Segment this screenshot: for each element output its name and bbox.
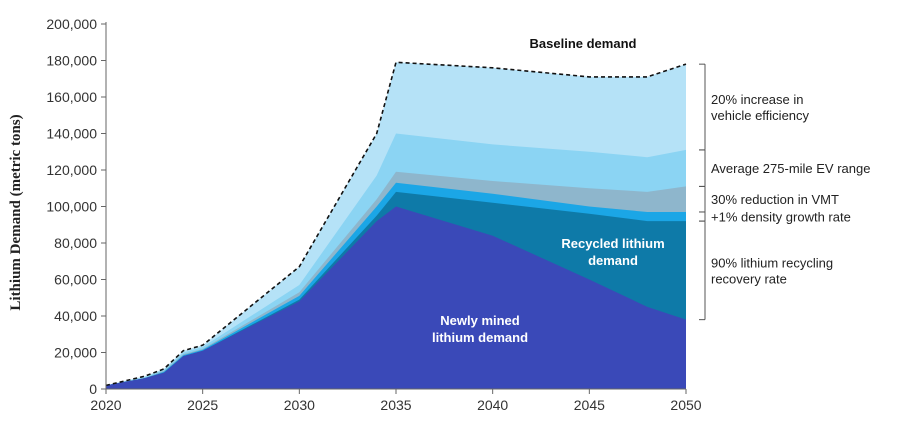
y-tick-label: 200,000 [46, 16, 97, 32]
y-tick-label: 160,000 [46, 89, 97, 105]
y-tick-label: 140,000 [46, 126, 97, 142]
annotation-label: vehicle efficiency [711, 108, 810, 123]
newly-mined-label: Newly mined [440, 313, 520, 328]
y-tick-label: 0 [89, 381, 97, 397]
y-tick-label: 180,000 [46, 53, 97, 69]
x-tick-label: 2050 [670, 397, 701, 413]
annotation-label: +1% density growth rate [711, 210, 851, 225]
inner-labels-group: Newly mined lithium demand Recycled lithiu… [432, 236, 665, 345]
baseline-demand-line [105, 61, 687, 387]
y-tick-label: 120,000 [46, 162, 97, 178]
recycled-lithium-label: demand [588, 253, 638, 268]
y-axis-title: Lithium Demand (metric tons) [8, 114, 24, 310]
y-tick-label: 40,000 [54, 308, 97, 324]
x-tick-label: 2045 [574, 397, 605, 413]
x-tick-label: 2040 [477, 397, 508, 413]
annotation-label: 90% lithium recycling [711, 255, 833, 270]
x-tick-label: 2020 [90, 397, 121, 413]
newly-mined-label: lithium demand [432, 330, 528, 345]
baseline-group: Baseline demand [105, 36, 687, 387]
y-tick-label: 20,000 [54, 345, 97, 361]
baseline-demand-label: Baseline demand [530, 36, 637, 51]
recycled-lithium-label: Recycled lithium [561, 236, 664, 251]
annotation-label: recovery rate [711, 271, 787, 286]
annotation-label: Average 275-mile EV range [711, 161, 870, 176]
annotation-label: 20% increase in [711, 92, 804, 107]
y-tick-label: 60,000 [54, 272, 97, 288]
axes-group: 0 20,000 40,000 60,000 80,000 100,000 120,000 1… [8, 16, 702, 413]
area-newly-mined-lithium-demand [106, 206, 686, 389]
x-tick-label: 2035 [380, 397, 411, 413]
area-series-group [106, 62, 686, 390]
y-tick-label: 80,000 [54, 235, 97, 251]
x-tick-label: 2025 [187, 397, 218, 413]
annotation-label: 30% reduction in VMT [711, 192, 839, 207]
y-tick-label: 100,000 [46, 199, 97, 215]
x-tick-label: 2030 [284, 397, 315, 413]
